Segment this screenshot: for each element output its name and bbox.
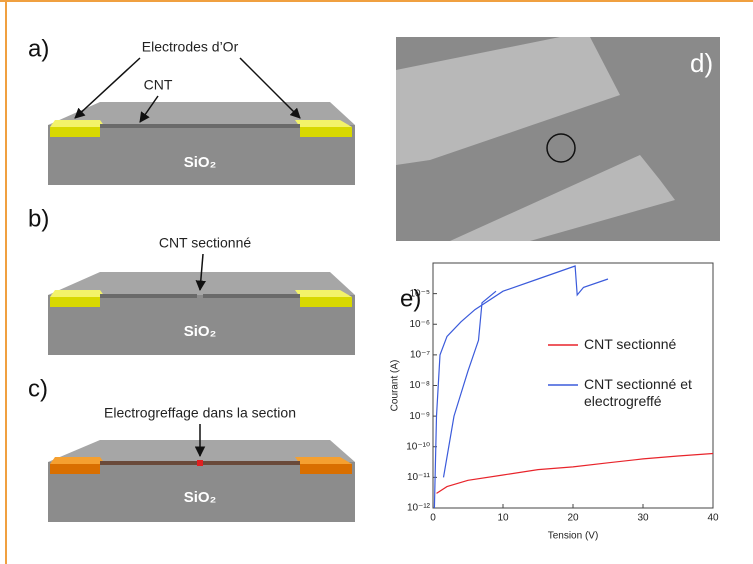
cnt [100,294,197,298]
y-tick-label: 10⁻⁹ [409,411,430,422]
electrode [300,127,352,137]
cnt [203,294,300,298]
y-tick-label: 10⁻⁷ [410,350,430,361]
y-tick-label: 10⁻¹² [407,503,431,514]
label: CNT sectionné [159,235,252,251]
figure: a) Electrodes d’Or CNT SiO₂ b) CNT secti… [0,0,753,564]
electrode [300,297,352,307]
panel-label: a) [28,35,49,62]
y-tick-label: 10⁻¹¹ [407,472,431,483]
x-tick-label: 10 [497,513,509,524]
legend-entry: CNT sectionné [584,336,704,353]
series-line [437,454,714,494]
electrode [50,457,105,464]
graft [197,460,203,466]
electrode [50,120,105,127]
electrode [50,290,105,297]
y-tick-label: 10⁻⁸ [409,380,430,391]
y-tick-label: 10⁻⁶ [409,319,430,330]
y-tick-label: 10⁻⁵ [409,288,430,299]
figure-canvas: a) Electrodes d’Or CNT SiO₂ b) CNT secti… [0,0,753,564]
electrode [50,297,100,307]
panel-label: c) [28,375,48,402]
legend-entry: CNT sectionné et electrogreffé [584,376,704,410]
x-tick-label: 30 [637,513,649,524]
cnt [100,124,300,128]
substrate-label: SiO₂ [184,323,217,340]
electrode [50,127,100,137]
panel-label: b) [28,205,49,232]
label: Electrodes d’Or [142,39,239,55]
x-tick-label: 0 [430,513,436,524]
electrode [300,464,352,474]
y-axis-label: Courant (A) [390,360,401,412]
label: CNT [144,77,173,93]
y-tick-label: 10⁻¹⁰ [406,441,430,452]
electrode [50,464,100,474]
substrate-label: SiO₂ [184,489,217,506]
label: Electrogreffage dans la section [104,405,296,421]
x-tick-label: 20 [567,513,579,524]
substrate-label: SiO₂ [184,154,217,171]
panel-label: d) [690,48,713,78]
x-tick-label: 40 [707,513,719,524]
x-axis-label: Tension (V) [548,531,599,542]
